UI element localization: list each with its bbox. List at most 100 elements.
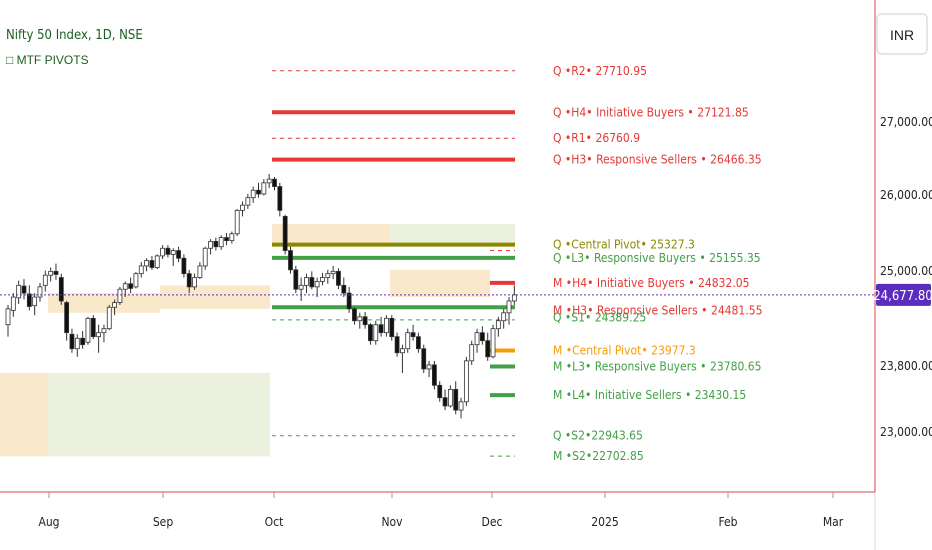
pivot-zone <box>0 373 48 457</box>
candle-body <box>442 397 448 407</box>
last-price-tag: 24,677.80 <box>873 283 932 306</box>
candle-body <box>170 250 176 255</box>
candle-body <box>266 178 272 184</box>
candle-body <box>165 247 171 255</box>
candle-body <box>400 348 405 354</box>
candle-body <box>336 270 341 286</box>
candle-body <box>314 281 320 288</box>
time-axis[interactable]: Aug Sep Oct Nov Dec 2025 Feb Mar <box>38 492 844 529</box>
candle-body <box>101 328 107 334</box>
candle-body <box>378 324 384 334</box>
time-tick-label: Oct <box>265 515 284 529</box>
candle-body <box>208 240 213 249</box>
candle-body <box>144 260 149 267</box>
candle-body <box>362 316 368 326</box>
candle-body <box>447 389 453 407</box>
candle-body <box>298 284 304 290</box>
candle-body <box>272 178 277 187</box>
candle-body <box>389 317 395 338</box>
candle-body <box>128 283 133 289</box>
candle-body <box>80 337 86 346</box>
candle-body <box>320 277 325 282</box>
time-tick-label: 2025 <box>591 515 618 529</box>
candle-body <box>330 270 336 275</box>
candle-body <box>202 247 208 267</box>
candle-body <box>453 389 459 411</box>
time-tick-label: Mar <box>823 515 844 529</box>
candle-body <box>181 257 187 275</box>
candle-body <box>261 182 267 195</box>
candle-body <box>341 284 347 294</box>
candle-body <box>511 294 517 302</box>
candle-body <box>149 260 155 268</box>
candle-body <box>234 209 240 235</box>
candle-body <box>117 288 123 303</box>
pivot-label: M •H4• Initiative Buyers • 24832.05 <box>553 276 750 290</box>
candle-body <box>357 316 363 322</box>
pivot-label: Q •R2• 27710.95 <box>553 64 647 78</box>
time-tick-label: Aug <box>38 515 59 529</box>
time-tick-label: Sep <box>153 515 174 529</box>
price-tick-label: 27,000.00 <box>880 115 932 129</box>
pivot-labels: Q •R2• 27710.95 Q •H4• Initiative Buyers … <box>553 64 762 463</box>
candle-body <box>309 277 315 288</box>
candle-body <box>352 308 357 322</box>
candle-body <box>240 204 245 211</box>
candle-body <box>490 328 496 358</box>
candle-body <box>293 269 299 290</box>
pivot-zone <box>48 373 270 457</box>
candle-body <box>368 324 373 342</box>
pivot-zones <box>0 223 515 457</box>
candle-body <box>485 340 491 358</box>
candle-body <box>463 360 469 403</box>
time-tick-label: Dec <box>482 515 503 529</box>
candle-body <box>256 189 261 195</box>
candle-body <box>5 308 11 326</box>
pivot-label: Q •S1• 24389.25 <box>553 311 646 325</box>
price-axis[interactable]: 27,000.00 26,000.00 25,000.00 23,800.00 23,0… <box>880 115 932 439</box>
candle-body <box>474 332 480 346</box>
price-tick-label: 23,000.00 <box>880 425 932 439</box>
candle-body <box>26 293 32 307</box>
candle-body <box>160 247 165 257</box>
candle-body <box>133 273 139 288</box>
indicator-label[interactable]: □ MTF PIVOTS <box>6 53 89 67</box>
pivot-zone <box>390 269 490 298</box>
candle-body <box>288 250 293 271</box>
candle-body <box>495 320 501 330</box>
pivot-label: Q •Central Pivot• 25327.3 <box>553 238 695 252</box>
candle-body <box>437 384 443 399</box>
candle-body <box>85 317 91 343</box>
candle-body <box>458 401 464 411</box>
candle-body <box>42 274 48 286</box>
candle-body <box>416 336 421 350</box>
candle-body <box>106 306 112 330</box>
candle-body <box>421 348 427 370</box>
candle-body <box>112 302 117 308</box>
price-tick-label: 26,000.00 <box>880 188 932 202</box>
pivot-lines <box>272 70 515 457</box>
currency-button[interactable] <box>876 13 928 55</box>
candle-body <box>74 337 80 350</box>
last-price-value: 24,677.80 <box>873 289 932 304</box>
price-tick-label: 25,000.00 <box>880 264 932 278</box>
candlestick-series <box>5 173 517 419</box>
price-tick-label: 23,800.00 <box>880 359 932 373</box>
candle-body <box>213 240 219 248</box>
candle-body <box>64 302 70 334</box>
candle-body <box>245 197 251 206</box>
pivot-label: M •S2•22702.85 <box>553 449 644 463</box>
pivot-label: M •L3• Responsive Buyers • 23780.65 <box>553 359 761 373</box>
chart-title: Nifty 50 Index, 1D, NSE <box>6 28 143 43</box>
candle-body <box>426 364 432 370</box>
candle-body <box>122 283 128 290</box>
pivot-label: Q •L3• Responsive Buyers • 25155.35 <box>553 251 761 265</box>
candle-body <box>373 324 379 342</box>
currency-label: INR <box>890 27 914 43</box>
candle-body <box>48 270 54 276</box>
pivot-label: M •L4• Initiative Sellers • 23430.15 <box>553 388 746 402</box>
candle-body <box>32 296 38 307</box>
pivot-zone <box>160 285 270 309</box>
candle-body <box>224 237 229 242</box>
